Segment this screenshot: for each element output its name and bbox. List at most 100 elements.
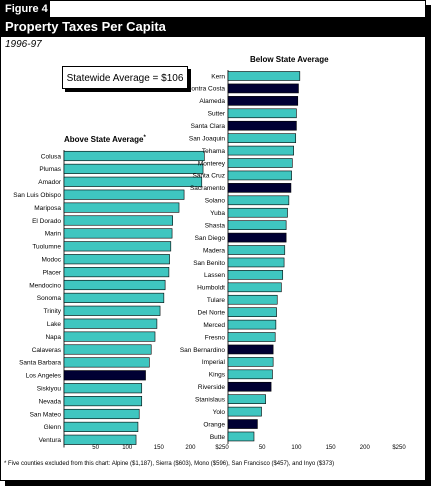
below-bar <box>227 96 299 106</box>
above-category-label: Marin <box>45 231 62 238</box>
above-bar <box>63 241 172 252</box>
above-bar <box>63 383 143 394</box>
below-bar <box>227 207 288 218</box>
below-bar <box>227 145 294 156</box>
above-bar <box>63 228 173 239</box>
above-category-label: Mariposa <box>34 205 61 212</box>
above-bar <box>63 434 137 445</box>
above-bar <box>63 396 143 407</box>
below-category-label: Tehama <box>202 148 226 155</box>
below-bar <box>227 257 285 268</box>
above-category-label: Colusa <box>41 153 62 160</box>
below-category-label: Del Norte <box>198 309 226 316</box>
below-bar <box>227 195 290 206</box>
below-category-label: Sutter <box>208 111 226 118</box>
above-category-label: San Luis Obispo <box>13 192 61 199</box>
below-bar <box>227 158 293 168</box>
above-category-label: Amador <box>38 179 62 186</box>
above-bar <box>63 357 150 368</box>
below-category-label: Merced <box>203 322 225 329</box>
below-bar <box>227 344 274 355</box>
above-category-label: Los Angeles <box>26 373 62 380</box>
above-bar <box>63 279 166 291</box>
above-bar <box>63 292 165 303</box>
above-category-label: Santa Barbara <box>19 360 61 367</box>
below-bar <box>227 307 277 317</box>
below-category-label: Imperial <box>202 359 226 366</box>
below-bar <box>227 183 292 193</box>
below-chart-title: Below State Average <box>250 55 329 64</box>
below-category-label: San Diego <box>195 235 226 242</box>
above-tick-label: 150 <box>154 445 165 451</box>
below-category-label: Riverside <box>198 384 225 391</box>
below-category-label: Santa Cruz <box>192 173 225 180</box>
below-bar <box>227 108 297 119</box>
above-bar <box>63 254 170 265</box>
chart-title: Property Taxes Per Capita <box>1 17 425 37</box>
above-category-label: Tuolumne <box>32 244 61 251</box>
above-category-label: Calaveras <box>32 347 62 354</box>
below-bar <box>227 170 292 181</box>
above-bar <box>63 344 152 355</box>
above-bar <box>63 421 139 432</box>
below-bar <box>227 431 255 442</box>
above-chart-title: Above State Average* <box>64 135 146 144</box>
above-bar <box>63 189 185 200</box>
above-category-label: Ventura <box>39 437 62 444</box>
below-tick-label: $250 <box>392 445 406 451</box>
below-tick-label: 150 <box>326 445 337 451</box>
below-category-label: Butte <box>210 434 226 441</box>
above-tick-label: $250 <box>215 445 229 451</box>
above-bar <box>63 163 204 174</box>
below-category-label: Kings <box>209 372 226 379</box>
below-bar <box>227 120 297 131</box>
above-bar <box>63 176 203 187</box>
below-category-label: Humboldt <box>197 285 225 292</box>
below-bar <box>227 133 297 143</box>
below-category-label: Stanislaus <box>195 396 226 403</box>
below-category-label: San Benito <box>193 260 225 267</box>
above-tick-label: 50 <box>92 445 99 451</box>
above-bar <box>63 215 174 226</box>
below-tick-label: 50 <box>259 445 266 451</box>
below-bar <box>227 83 299 94</box>
above-bar <box>63 408 140 420</box>
below-category-label: San Joaquin <box>189 135 226 142</box>
above-category-label: Siskiyou <box>37 386 62 393</box>
frame-shadow-bottom <box>5 481 431 486</box>
below-category-label: Santa Clara <box>191 123 226 130</box>
above-category-label: Modoc <box>41 257 61 264</box>
below-category-label: Monterey <box>198 160 226 167</box>
above-category-label: Lake <box>47 321 61 328</box>
below-category-label: Orange <box>203 421 225 428</box>
above-category-label: Plumas <box>39 166 61 173</box>
above-category-label: El Dorado <box>32 218 61 225</box>
below-bar <box>227 419 258 429</box>
below-category-label: Lassen <box>204 272 225 279</box>
above-bar <box>63 370 146 381</box>
below-category-label: Sacramento <box>190 185 225 192</box>
below-bar <box>227 332 276 342</box>
figure-label: Figure 4 <box>1 1 50 17</box>
above-tick-label: 100 <box>122 445 133 451</box>
below-bar <box>227 220 287 230</box>
above-category-label: Glenn <box>44 424 62 431</box>
above-category-label: Placer <box>43 269 62 276</box>
below-category-label: Tulare <box>207 297 226 304</box>
above-bar <box>63 305 161 316</box>
below-category-label: Yolo <box>213 409 226 416</box>
below-category-label: Alameda <box>199 98 225 105</box>
above-bar <box>63 267 170 278</box>
below-bar <box>227 282 282 293</box>
above-bar <box>63 331 156 342</box>
frame-shadow-right <box>426 5 431 486</box>
above-category-label: Sonoma <box>37 295 62 302</box>
below-bar <box>227 394 266 404</box>
below-category-label: Madera <box>203 247 225 254</box>
below-bar <box>227 294 278 305</box>
below-bar <box>227 245 286 255</box>
below-bar <box>227 270 284 280</box>
below-bar <box>227 406 262 417</box>
above-category-label: Nevada <box>39 398 62 405</box>
